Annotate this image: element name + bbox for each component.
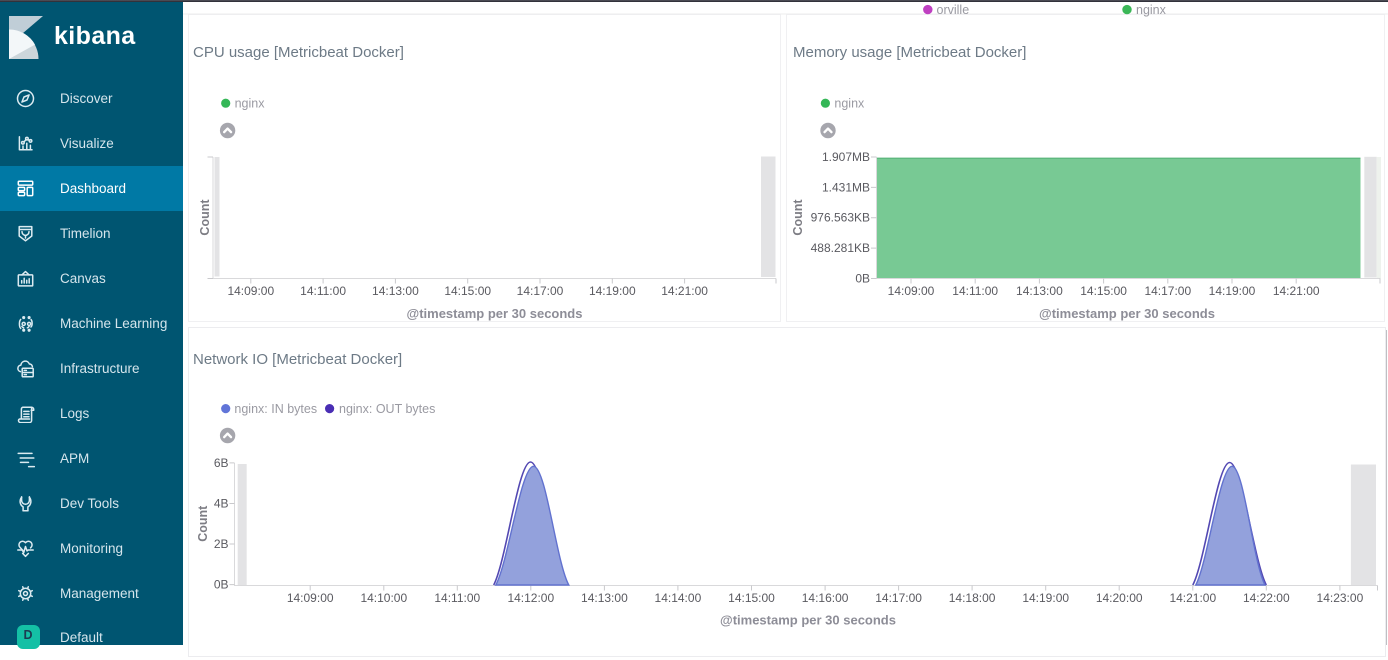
svg-text:14:19:00: 14:19:00	[1209, 284, 1256, 298]
svg-text:1.431MB: 1.431MB	[822, 180, 870, 194]
svg-text:nginx: IN bytes: nginx: IN bytes	[234, 402, 317, 416]
svg-text:14:17:00: 14:17:00	[517, 284, 564, 298]
svg-text:Count: Count	[196, 505, 210, 542]
svg-text:14:11:00: 14:11:00	[434, 591, 480, 605]
svg-text:Count: Count	[198, 199, 212, 236]
svg-text:14:09:00: 14:09:00	[227, 284, 274, 298]
svg-text:14:22:00: 14:22:00	[1243, 591, 1290, 605]
svg-text:nginx: nginx	[235, 97, 266, 111]
svg-text:14:11:00: 14:11:00	[300, 284, 346, 298]
svg-text:488.281KB: 488.281KB	[811, 241, 870, 255]
svg-text:14:14:00: 14:14:00	[655, 591, 702, 605]
svg-text:Count: Count	[791, 199, 805, 236]
svg-text:14:12:00: 14:12:00	[507, 591, 554, 605]
svg-text:2B: 2B	[214, 537, 229, 551]
svg-text:14:21:00: 14:21:00	[661, 284, 708, 298]
svg-text:nginx: OUT bytes: nginx: OUT bytes	[339, 402, 435, 416]
svg-text:14:17:00: 14:17:00	[1144, 284, 1191, 298]
svg-text:14:09:00: 14:09:00	[888, 284, 935, 298]
svg-text:14:19:00: 14:19:00	[589, 284, 636, 298]
svg-text:14:17:00: 14:17:00	[875, 591, 922, 605]
svg-text:14:19:00: 14:19:00	[1022, 591, 1069, 605]
svg-text:14:10:00: 14:10:00	[360, 591, 407, 605]
svg-text:orville: orville	[937, 3, 970, 17]
svg-text:976.563KB: 976.563KB	[811, 211, 870, 225]
svg-text:@timestamp per 30 seconds: @timestamp per 30 seconds	[407, 306, 583, 321]
svg-text:nginx: nginx	[834, 97, 865, 111]
svg-text:14:15:00: 14:15:00	[728, 591, 775, 605]
svg-text:14:11:00: 14:11:00	[952, 284, 998, 298]
svg-text:nginx: nginx	[1136, 3, 1167, 17]
svg-text:1.907MB: 1.907MB	[822, 150, 870, 164]
svg-text:14:15:00: 14:15:00	[444, 284, 491, 298]
svg-text:14:20:00: 14:20:00	[1096, 591, 1143, 605]
svg-text:14:18:00: 14:18:00	[949, 591, 996, 605]
svg-text:0B: 0B	[855, 272, 870, 286]
svg-text:14:09:00: 14:09:00	[287, 591, 334, 605]
svg-text:14:21:00: 14:21:00	[1169, 591, 1216, 605]
svg-text:0B: 0B	[214, 578, 229, 592]
svg-text:14:13:00: 14:13:00	[372, 284, 419, 298]
svg-text:@timestamp per 30 seconds: @timestamp per 30 seconds	[720, 613, 896, 628]
svg-text:14:13:00: 14:13:00	[581, 591, 628, 605]
svg-text:14:23:00: 14:23:00	[1317, 591, 1364, 605]
svg-text:@timestamp per 30 seconds: @timestamp per 30 seconds	[1039, 306, 1215, 321]
svg-text:6B: 6B	[214, 456, 229, 470]
svg-text:4B: 4B	[214, 497, 229, 511]
svg-text:14:13:00: 14:13:00	[1016, 284, 1063, 298]
svg-text:14:15:00: 14:15:00	[1080, 284, 1127, 298]
svg-text:14:21:00: 14:21:00	[1273, 284, 1320, 298]
svg-text:14:16:00: 14:16:00	[802, 591, 849, 605]
